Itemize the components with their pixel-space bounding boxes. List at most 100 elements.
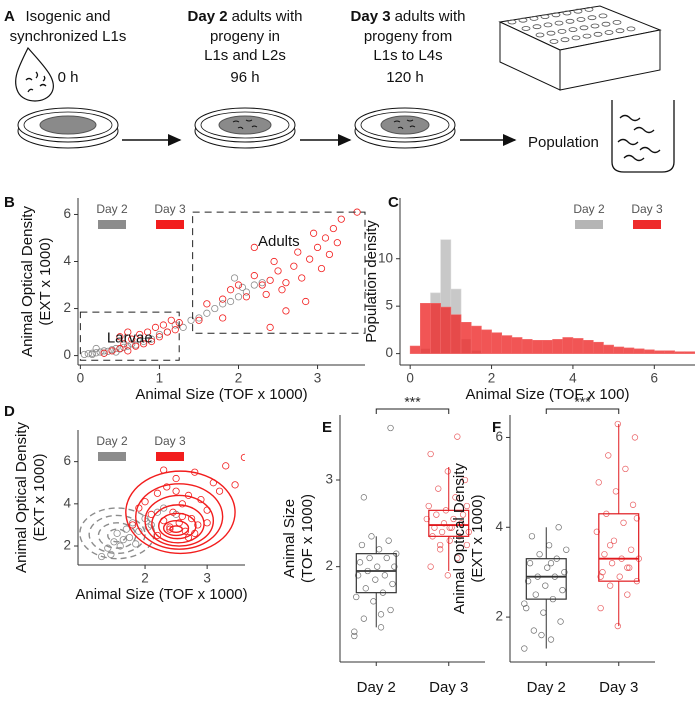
point <box>163 483 171 491</box>
point <box>360 494 368 501</box>
well <box>568 27 578 33</box>
legend-label: Day 3 <box>631 202 663 216</box>
point <box>124 342 132 350</box>
point <box>250 272 258 280</box>
point <box>534 573 541 580</box>
point <box>536 551 543 558</box>
point <box>354 572 362 579</box>
time-label: 0 h <box>58 69 79 86</box>
point <box>607 582 614 589</box>
point <box>553 555 560 562</box>
point <box>172 487 180 495</box>
plot-area <box>351 424 472 640</box>
point <box>132 540 140 548</box>
step-text: progeny in <box>210 28 280 45</box>
legend-label: Day 2 <box>96 202 128 216</box>
result-label: Population <box>528 134 599 151</box>
point <box>624 564 631 571</box>
density-contour <box>107 528 128 543</box>
point <box>92 349 100 357</box>
plot-area <box>409 239 695 354</box>
point <box>250 243 258 251</box>
well <box>540 14 550 20</box>
density-contour <box>144 494 215 547</box>
point <box>159 321 167 329</box>
point <box>459 511 467 518</box>
point <box>194 521 202 529</box>
region <box>192 211 366 334</box>
point <box>187 316 195 324</box>
point <box>171 321 179 329</box>
point <box>258 281 266 289</box>
well <box>612 19 622 25</box>
point <box>446 537 453 544</box>
point <box>523 604 530 612</box>
y-axis-title: (TOF x 1000) <box>299 494 316 583</box>
point <box>433 511 440 518</box>
point <box>203 519 211 527</box>
point <box>448 524 455 531</box>
point <box>219 314 227 322</box>
hist-bar <box>613 346 625 354</box>
point <box>100 347 108 355</box>
point <box>563 546 570 553</box>
well <box>529 15 539 21</box>
y-tick-label: 0 <box>385 345 393 360</box>
step-text: adults with <box>395 8 466 25</box>
point <box>530 627 538 634</box>
well <box>507 19 517 25</box>
point <box>136 330 144 339</box>
point <box>544 564 551 571</box>
point <box>526 560 534 567</box>
y-axis-title: Animal Optical Density <box>19 206 36 357</box>
hist-bar <box>450 314 462 354</box>
point <box>607 542 614 549</box>
point <box>282 307 290 315</box>
point <box>100 349 108 357</box>
point <box>377 611 385 618</box>
point <box>112 344 120 353</box>
significance-label: *** <box>404 394 421 410</box>
point <box>437 541 444 549</box>
hist-bar <box>664 350 675 354</box>
point <box>128 335 136 343</box>
legend-label: Day 3 <box>154 434 186 448</box>
plot-area <box>521 420 642 652</box>
point <box>113 529 121 537</box>
point <box>374 563 381 570</box>
well <box>582 33 592 39</box>
point <box>353 593 360 601</box>
density-contour <box>151 504 205 544</box>
point <box>171 326 179 334</box>
well <box>549 39 559 44</box>
hist-bar <box>420 303 431 354</box>
hist-bar <box>643 349 655 354</box>
step-text: L1s to L4s <box>373 47 442 64</box>
y-tick-label: 10 <box>378 250 393 265</box>
y-tick-label: 2 <box>63 538 71 553</box>
point <box>266 276 274 284</box>
point <box>128 340 136 348</box>
point <box>561 569 568 576</box>
panel-label: F <box>492 419 501 436</box>
point <box>429 533 436 540</box>
hist-bar <box>501 335 513 354</box>
point <box>431 524 438 531</box>
point <box>364 567 371 575</box>
well <box>584 6 594 12</box>
well <box>532 24 542 30</box>
y-tick-label: 6 <box>63 453 71 468</box>
point <box>629 501 637 508</box>
point <box>463 502 471 510</box>
x-tick-label: 2 <box>488 371 496 386</box>
point <box>125 533 134 542</box>
point <box>155 333 164 341</box>
point <box>226 297 235 306</box>
point <box>242 288 251 296</box>
point <box>521 645 528 652</box>
point <box>633 515 641 522</box>
point <box>612 488 620 495</box>
plot-area <box>79 453 245 561</box>
point <box>160 504 168 512</box>
